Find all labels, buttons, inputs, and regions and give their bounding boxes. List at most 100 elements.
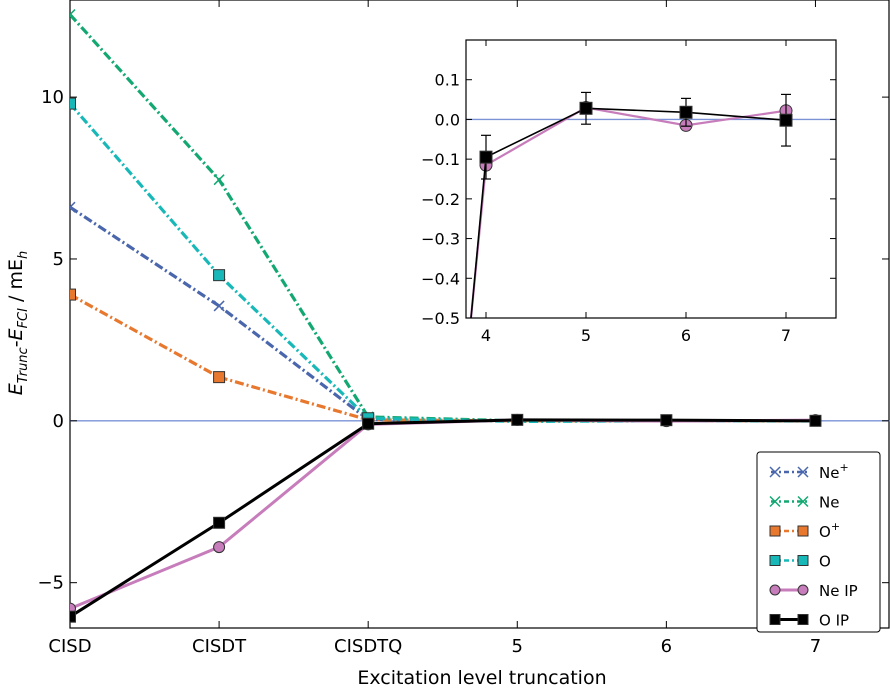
data-point-b: [70, 201, 76, 209]
legend-label-sup: +: [839, 461, 848, 474]
legend-label: O IP: [819, 612, 849, 630]
y-tick-label: 5: [53, 249, 64, 270]
series-line: [70, 418, 816, 618]
data-point: [213, 371, 226, 384]
inset-x-tick-label: 4: [481, 326, 491, 345]
legend-marker: [769, 466, 781, 478]
legend-label-base: Ne IP: [819, 582, 858, 600]
legend-marker: [769, 614, 781, 625]
inset-y-tick-label: 0.1: [435, 71, 460, 90]
legend-marker-b: [769, 495, 781, 508]
legend-marker: [769, 495, 781, 508]
series-5: [70, 413, 822, 623]
data-point: [70, 288, 76, 301]
inset-y-tick-label: −0.4: [421, 269, 460, 288]
y-label-sub1: Trunc: [16, 347, 31, 383]
x-tick-label: CISDT: [192, 636, 247, 657]
data-point: [213, 174, 225, 186]
legend-label: O: [819, 553, 831, 571]
legend-label: Ne+: [819, 461, 849, 482]
x-axis-label: Excitation level truncation: [357, 667, 606, 688]
data-point: [70, 201, 76, 213]
series-line: [70, 418, 816, 610]
x-tick-label: 6: [661, 636, 672, 657]
inset-y-tick-label: −0.1: [421, 150, 460, 169]
y-label-sub2: FCI: [16, 308, 31, 329]
inset-background: [414, 30, 848, 356]
x-tick-label: 5: [512, 636, 523, 657]
inset-y-tick-label: −0.5: [421, 309, 460, 328]
y-tick-label: 10: [41, 87, 64, 108]
series-4: [70, 413, 822, 615]
legend-entry: Ne: [769, 494, 839, 512]
legend-label-base: Ne: [819, 464, 839, 482]
y-tick-label: −5: [37, 573, 64, 594]
legend-label-base: Ne: [819, 494, 839, 512]
legend-label: Ne IP: [819, 582, 858, 600]
inset-x-tick-label: 5: [581, 326, 591, 345]
inset-series-group: [469, 91, 793, 318]
legend-label-sup: +: [831, 520, 840, 533]
inset-y-tick-label: −0.3: [421, 230, 460, 249]
legend-marker: [769, 555, 781, 566]
y-axis-label: ETrunc-EFCI / mEh: [5, 251, 31, 395]
legend-entry: O: [769, 553, 831, 571]
inset-series-1: [470, 91, 793, 318]
x-tick-label: CISDTQ: [334, 636, 402, 657]
data-point: [213, 541, 226, 554]
inset-data-point: [679, 105, 693, 119]
legend-marker: [769, 525, 781, 537]
legend-entry: Ne+: [769, 461, 849, 482]
main-series-group: [70, 9, 822, 623]
inset-x-tick-label: 7: [781, 326, 791, 345]
legend-label-base: O: [819, 523, 831, 541]
inset-y-tick-label: 0.0: [435, 110, 460, 129]
main-frame: [69, 0, 890, 629]
data-point: [70, 610, 76, 623]
series-line: [70, 205, 816, 423]
data-point: [70, 9, 76, 21]
inset-x-tick-label: 6: [681, 326, 691, 345]
legend-box: [756, 451, 881, 633]
data-point-a: [70, 206, 76, 213]
data-point-b: [70, 9, 76, 16]
y-label-unit-sub: h: [16, 251, 31, 259]
data-point-b: [213, 300, 225, 312]
legend-label-base: O: [819, 553, 831, 571]
data-point: [213, 300, 225, 312]
legend-entry: Ne IP: [769, 582, 858, 600]
inset-frame: [465, 39, 837, 319]
series-line: [70, 102, 816, 424]
data-point: [511, 413, 524, 426]
legend-marker: [797, 614, 809, 625]
y-tick-label: 0: [53, 411, 64, 432]
y-label-unit: / mE: [5, 259, 27, 308]
legend-marker: [797, 466, 809, 478]
legend-label: Ne: [819, 494, 839, 512]
data-point-b: [213, 174, 225, 186]
y-label-e2: E: [5, 328, 27, 340]
y-label-e1: E: [5, 383, 27, 395]
x-tick-label: 7: [810, 636, 821, 657]
data-point: [809, 414, 822, 427]
inset-y-tick-label: −0.2: [421, 190, 460, 209]
legend-marker: [797, 525, 809, 537]
inset-data-point: [579, 101, 593, 115]
data-point: [362, 417, 375, 430]
legend-entry: O IP: [769, 612, 849, 630]
data-point: [213, 516, 226, 529]
data-point: [213, 269, 226, 282]
legend: Ne+NeO+ONe IPO IP: [756, 451, 881, 633]
legend-marker-b: [797, 466, 809, 478]
legend-entry: O+: [769, 520, 840, 541]
legend-marker: [797, 584, 809, 596]
x-tick-label: CISD: [48, 636, 91, 657]
data-point: [70, 97, 76, 110]
legend-marker: [769, 584, 781, 596]
data-point: [660, 414, 673, 427]
inset-plot: 4 5 6 7 −0.5 −0.4 −0.3 −0.2 −0.1 0.0 0.1: [414, 30, 848, 356]
legend-label-base: O IP: [819, 612, 849, 630]
legend-marker: [797, 555, 809, 566]
data-point-a: [70, 13, 76, 21]
